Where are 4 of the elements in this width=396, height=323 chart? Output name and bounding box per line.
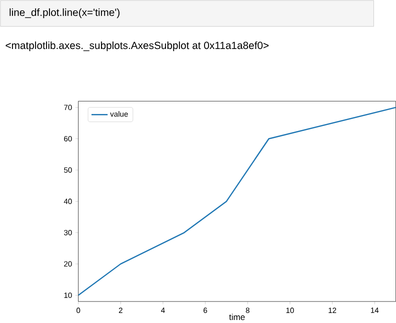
line-series bbox=[78, 106, 396, 296]
text: <matplotlib.axes._subplots.AxesSubplot at 0x11a1a8ef0> bbox=[6, 41, 269, 52]
x-axis-title: time bbox=[229, 314, 245, 320]
text: line_df.plot.line(x='time') bbox=[10, 8, 120, 18]
